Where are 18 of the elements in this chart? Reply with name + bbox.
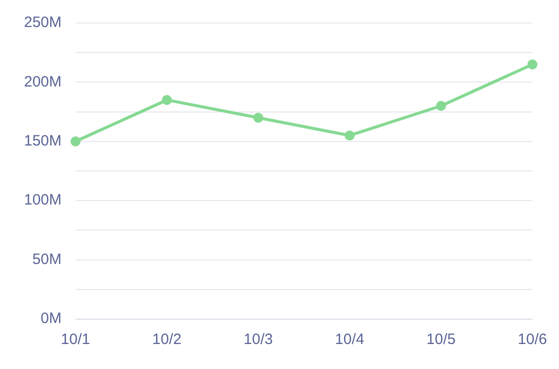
x-tick-label: 10/4: [335, 331, 364, 348]
y-tick-label: 200M: [24, 73, 62, 90]
y-tick-label: 250M: [24, 14, 62, 32]
point: [436, 100, 446, 111]
point: [344, 130, 355, 140]
x-tick-label: 10/6: [518, 331, 548, 348]
y-tick-label: 150M: [24, 132, 62, 150]
point: [162, 94, 172, 105]
x-tick-label: 10/5: [426, 331, 456, 348]
y-tick-label: 100M: [24, 192, 62, 209]
point: [70, 136, 81, 146]
y-tick-label: 0M: [40, 310, 62, 328]
x-tick-label: 10/3: [244, 331, 273, 348]
y-tick-label: 50M: [32, 250, 62, 268]
point: [253, 112, 264, 123]
x-tick-label: 10/1: [60, 331, 90, 348]
x-tick-label: 10/2: [152, 331, 182, 348]
point: [527, 59, 538, 70]
